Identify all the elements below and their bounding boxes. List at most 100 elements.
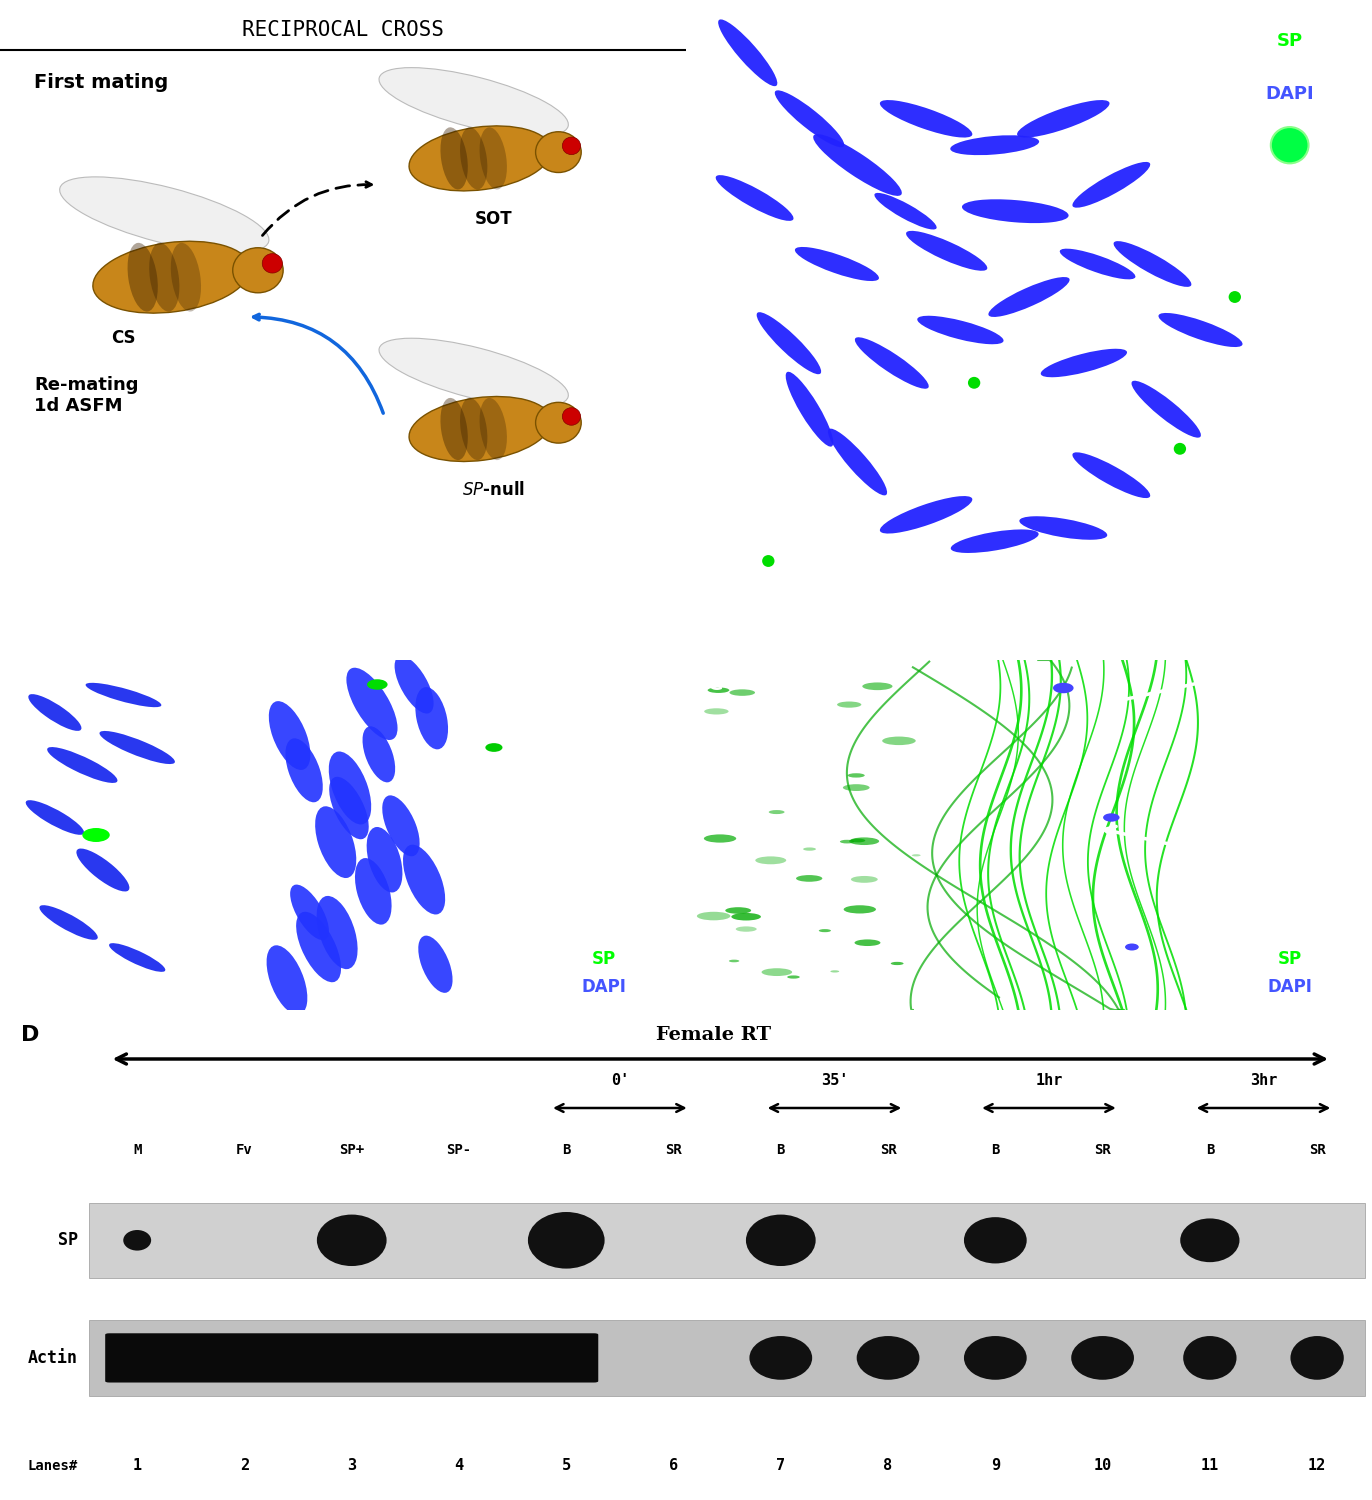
Ellipse shape <box>1017 100 1110 138</box>
Ellipse shape <box>346 668 398 740</box>
Ellipse shape <box>749 1336 812 1380</box>
Ellipse shape <box>918 316 1003 344</box>
Ellipse shape <box>395 656 434 714</box>
Text: 2: 2 <box>240 1458 250 1473</box>
Text: 35': 35' <box>820 1074 848 1089</box>
Text: SP: SP <box>1277 951 1302 969</box>
Ellipse shape <box>362 726 395 783</box>
Text: SOT: SOT <box>475 210 513 228</box>
Ellipse shape <box>1291 1336 1343 1380</box>
Ellipse shape <box>1054 682 1073 693</box>
Ellipse shape <box>82 828 110 842</box>
Ellipse shape <box>563 136 580 154</box>
Ellipse shape <box>329 752 372 825</box>
Text: SR: SR <box>1095 1143 1111 1156</box>
Ellipse shape <box>480 398 506 460</box>
Text: B: B <box>21 674 37 694</box>
Text: First mating: First mating <box>34 72 169 92</box>
Text: Lanes#: Lanes# <box>27 1458 78 1473</box>
Ellipse shape <box>830 970 840 972</box>
Text: 6: 6 <box>670 1458 678 1473</box>
Ellipse shape <box>763 555 774 567</box>
Ellipse shape <box>1059 249 1136 279</box>
Text: SR: SR <box>665 1143 682 1156</box>
Ellipse shape <box>317 1215 387 1266</box>
Ellipse shape <box>716 176 793 220</box>
Ellipse shape <box>851 876 878 884</box>
Ellipse shape <box>704 834 737 843</box>
Ellipse shape <box>1125 944 1139 951</box>
Ellipse shape <box>40 904 97 940</box>
Ellipse shape <box>528 1212 605 1269</box>
Ellipse shape <box>383 795 420 856</box>
Text: SR: SR <box>1309 1143 1325 1156</box>
Text: SP: SP <box>58 1232 78 1250</box>
Ellipse shape <box>969 376 980 388</box>
Ellipse shape <box>316 807 357 877</box>
FancyBboxPatch shape <box>106 1334 598 1383</box>
Ellipse shape <box>440 398 468 460</box>
Ellipse shape <box>1103 813 1120 822</box>
Text: Female RT: Female RT <box>656 1026 771 1044</box>
Ellipse shape <box>1183 1336 1236 1380</box>
Text: 3hr: 3hr <box>1250 1074 1277 1089</box>
Ellipse shape <box>794 248 879 280</box>
Ellipse shape <box>697 912 730 921</box>
Ellipse shape <box>460 398 487 460</box>
Ellipse shape <box>85 682 162 706</box>
Text: 20 μm: 20 μm <box>1221 638 1262 650</box>
Ellipse shape <box>863 682 893 690</box>
Ellipse shape <box>262 254 283 273</box>
Text: Actin: Actin <box>29 1348 78 1366</box>
Ellipse shape <box>26 800 84 836</box>
Text: DAPI: DAPI <box>582 978 626 996</box>
Ellipse shape <box>788 975 800 978</box>
Ellipse shape <box>965 1216 1026 1263</box>
Ellipse shape <box>1174 442 1185 454</box>
Ellipse shape <box>855 338 929 388</box>
Ellipse shape <box>882 736 915 746</box>
Text: B: B <box>1206 1143 1214 1156</box>
Ellipse shape <box>704 708 729 714</box>
Text: DAPI: DAPI <box>1268 978 1312 996</box>
Text: Fv: Fv <box>236 1143 252 1156</box>
Ellipse shape <box>59 177 269 254</box>
Ellipse shape <box>1041 350 1126 376</box>
Ellipse shape <box>1073 162 1150 207</box>
Ellipse shape <box>355 858 391 924</box>
Ellipse shape <box>1019 516 1107 540</box>
Ellipse shape <box>879 100 973 138</box>
Ellipse shape <box>786 372 833 447</box>
Ellipse shape <box>849 837 879 844</box>
Ellipse shape <box>409 396 552 462</box>
Ellipse shape <box>1114 242 1191 286</box>
Ellipse shape <box>844 906 875 914</box>
Ellipse shape <box>718 20 778 86</box>
Text: 8: 8 <box>884 1458 893 1473</box>
Ellipse shape <box>296 912 342 982</box>
Text: Re-mating
1d ASFM: Re-mating 1d ASFM <box>34 376 139 416</box>
Ellipse shape <box>796 874 822 882</box>
Text: 7: 7 <box>777 1458 785 1473</box>
Text: SR: SR <box>879 1143 896 1156</box>
Text: 4: 4 <box>454 1458 464 1473</box>
Ellipse shape <box>1072 1336 1135 1380</box>
Ellipse shape <box>837 702 862 708</box>
Ellipse shape <box>460 128 487 189</box>
Text: 3: 3 <box>347 1458 357 1473</box>
Text: 0': 0' <box>611 1074 628 1089</box>
Ellipse shape <box>746 1215 815 1266</box>
Ellipse shape <box>848 772 864 777</box>
Ellipse shape <box>965 1336 1026 1380</box>
Ellipse shape <box>233 248 283 292</box>
Ellipse shape <box>535 132 582 172</box>
Ellipse shape <box>855 939 881 946</box>
Text: B: B <box>991 1143 1000 1156</box>
Ellipse shape <box>123 1230 151 1251</box>
Text: CS: CS <box>111 328 136 346</box>
Ellipse shape <box>379 338 568 406</box>
Ellipse shape <box>266 945 307 1016</box>
Ellipse shape <box>842 784 870 790</box>
Ellipse shape <box>416 687 449 750</box>
Ellipse shape <box>418 936 453 993</box>
